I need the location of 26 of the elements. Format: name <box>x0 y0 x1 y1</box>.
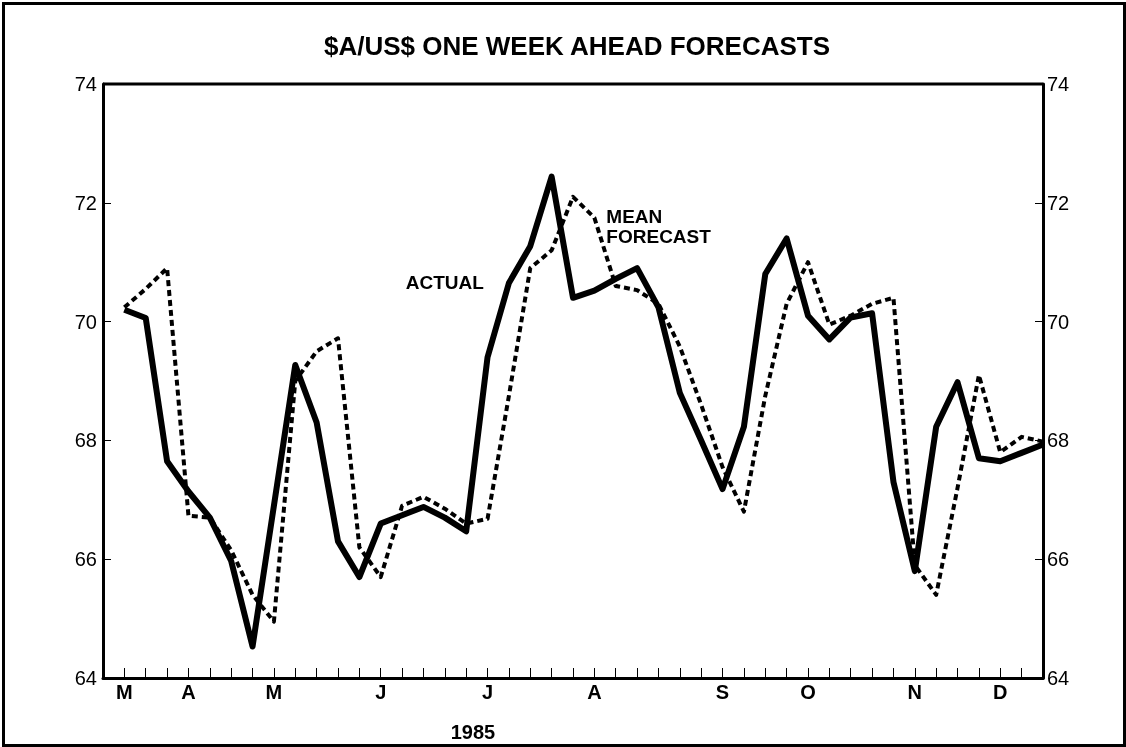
y-tick-label: 74 <box>74 73 97 95</box>
x-tick-label: M <box>265 681 283 703</box>
y-tick-label: 72 <box>74 191 97 214</box>
x-axis-title: 1985 <box>450 721 496 743</box>
y2-tick-label: 68 <box>1047 429 1070 452</box>
x-tick-label: O <box>800 681 816 703</box>
y-tick-label: 66 <box>74 548 97 571</box>
y2-tick-label: 70 <box>1047 310 1070 333</box>
x-tick-label: N <box>907 681 923 703</box>
x-tick-label: S <box>715 681 730 703</box>
x-tick-label: D <box>993 681 1008 703</box>
series-label: MEAN FORECAST <box>606 206 712 248</box>
x-tick-label: A <box>181 681 196 703</box>
x-tick-label: M <box>116 681 133 703</box>
chart-title: $A/US$ ONE WEEK AHEAD FORECASTS <box>323 31 831 61</box>
y2-tick-label: 72 <box>1047 191 1070 214</box>
x-tick-label: J <box>481 681 494 703</box>
x-tick-label: A <box>587 681 602 703</box>
y-tick-label: 64 <box>74 667 97 689</box>
y-tick-label: 68 <box>74 429 97 452</box>
series-label: ACTUAL <box>405 272 485 294</box>
y2-tick-label: 64 <box>1047 667 1070 689</box>
y2-tick-label: 74 <box>1047 73 1070 95</box>
x-tick-label: J <box>375 681 387 703</box>
y2-tick-label: 66 <box>1047 548 1070 571</box>
y-tick-label: 70 <box>74 310 97 333</box>
